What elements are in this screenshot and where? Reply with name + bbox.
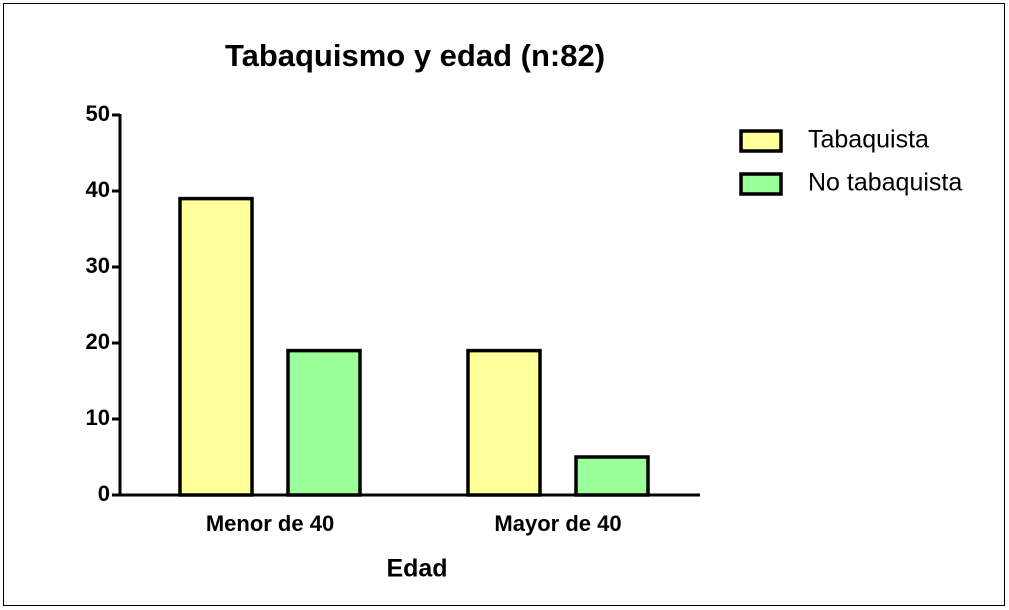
y-tick-label: 0: [98, 481, 110, 506]
y-tick-label: 20: [86, 329, 110, 354]
legend-label: No tabaquista: [808, 169, 962, 197]
x-tick-label: Menor de 40: [206, 511, 334, 536]
legend-label: Tabaquista: [808, 126, 929, 154]
bar: [574, 455, 650, 497]
y-tick-label: 50: [86, 101, 110, 126]
y-tick-label: 40: [86, 177, 110, 202]
bar: [466, 348, 542, 497]
x-axis-label: Edad: [386, 555, 447, 583]
x-tick-label: Mayor de 40: [494, 511, 621, 536]
frame: [3, 3, 1005, 606]
bar: [286, 348, 362, 497]
bar: [178, 196, 254, 497]
y-tick-label: 10: [86, 405, 110, 430]
legend-swatch: [739, 129, 783, 153]
chart-title: Tabaquismo y edad (n:82): [225, 38, 605, 73]
y-tick-label: 30: [86, 253, 110, 278]
legend-swatch: [739, 172, 783, 196]
